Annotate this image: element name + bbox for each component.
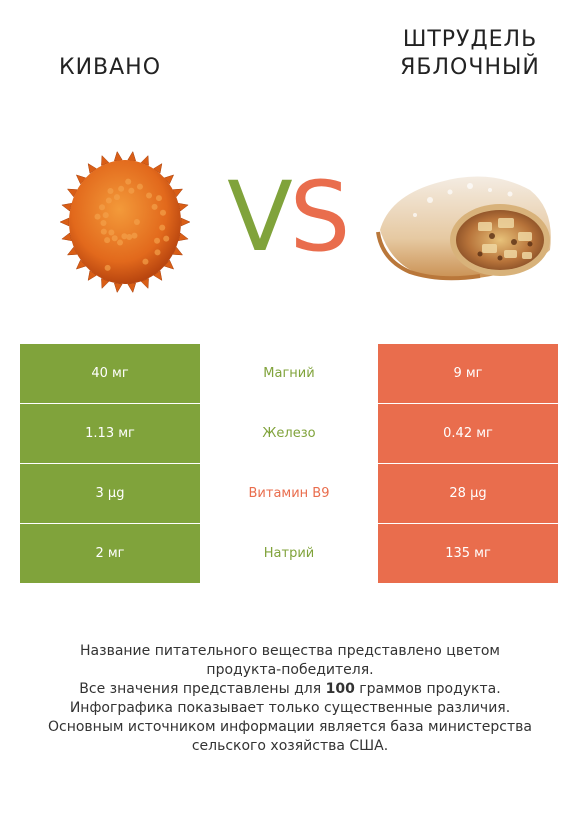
nutrient-name-cell: Железо [200, 404, 378, 463]
footer-line: Основным источником информации является … [48, 719, 532, 735]
table-row: 2 мг Натрий 135 мг [20, 524, 558, 583]
right-value-cell: 135 мг [378, 524, 558, 583]
nutrient-name: Железо [262, 426, 316, 441]
left-value-cell: 3 µg [20, 464, 200, 523]
left-value: 1.13 мг [85, 426, 135, 441]
right-product-name-line1: ШТРУДЕЛЬ [402, 27, 538, 52]
left-value: 40 мг [91, 366, 129, 381]
footer-bold-amount: 100 [325, 681, 355, 697]
nutrient-name: Натрий [263, 546, 315, 561]
right-value: 135 мг [445, 546, 491, 561]
right-product-title: ШТРУДЕЛЬ ЯБЛОЧНЫЙ [370, 26, 570, 82]
right-product-name-line2: ЯБЛОЧНЫЙ [400, 55, 540, 80]
kiwano-fruit-picture [60, 150, 190, 294]
vs-v-letter: V [227, 170, 293, 260]
row-divider [20, 403, 558, 404]
right-value-cell: 9 мг [378, 344, 558, 403]
right-value: 0.42 мг [443, 426, 493, 441]
row-divider [20, 463, 558, 464]
row-divider [20, 523, 558, 524]
footer-line: сельского хозяйства США. [191, 738, 389, 754]
nutrient-name-cell: Витамин B9 [200, 464, 378, 523]
left-value: 2 мг [95, 546, 125, 561]
table-row: 3 µg Витамин B9 28 µg [20, 464, 558, 523]
left-value: 3 µg [95, 486, 125, 501]
nutrient-name-cell: Магний [200, 344, 378, 403]
apple-strudel-picture [376, 176, 551, 281]
right-value-cell: 0.42 мг [378, 404, 558, 463]
left-product-title: КИВАНО [20, 54, 200, 82]
footer-line: Инфографика показывает только существенн… [69, 700, 511, 716]
footer-line: Все значения представлены для 100 граммо… [20, 680, 560, 699]
left-value-cell: 1.13 мг [20, 404, 200, 463]
nutrient-name-cell: Натрий [200, 524, 378, 583]
table-row: 40 мг Магний 9 мг [20, 344, 558, 403]
footer-notes: Название питательного вещества представл… [20, 642, 560, 756]
nutrient-name: Магний [263, 366, 315, 381]
footer-line: Название питательного вещества представл… [80, 643, 500, 659]
left-value-cell: 40 мг [20, 344, 200, 403]
right-value-cell: 28 µg [378, 464, 558, 523]
right-value: 9 мг [453, 366, 483, 381]
left-product-name: КИВАНО [58, 55, 162, 80]
left-value-cell: 2 мг [20, 524, 200, 583]
nutrient-name: Витамин B9 [248, 486, 330, 501]
right-value: 28 µg [449, 486, 487, 501]
vs-logo: V S [227, 170, 351, 260]
footer-line: продукта-победителя. [206, 662, 374, 678]
footer-text: Все значения представлены для [79, 681, 326, 697]
vs-s-letter: S [290, 170, 351, 260]
footer-text: граммов продукта. [354, 681, 501, 697]
table-row: 1.13 мг Железо 0.42 мг [20, 404, 558, 463]
